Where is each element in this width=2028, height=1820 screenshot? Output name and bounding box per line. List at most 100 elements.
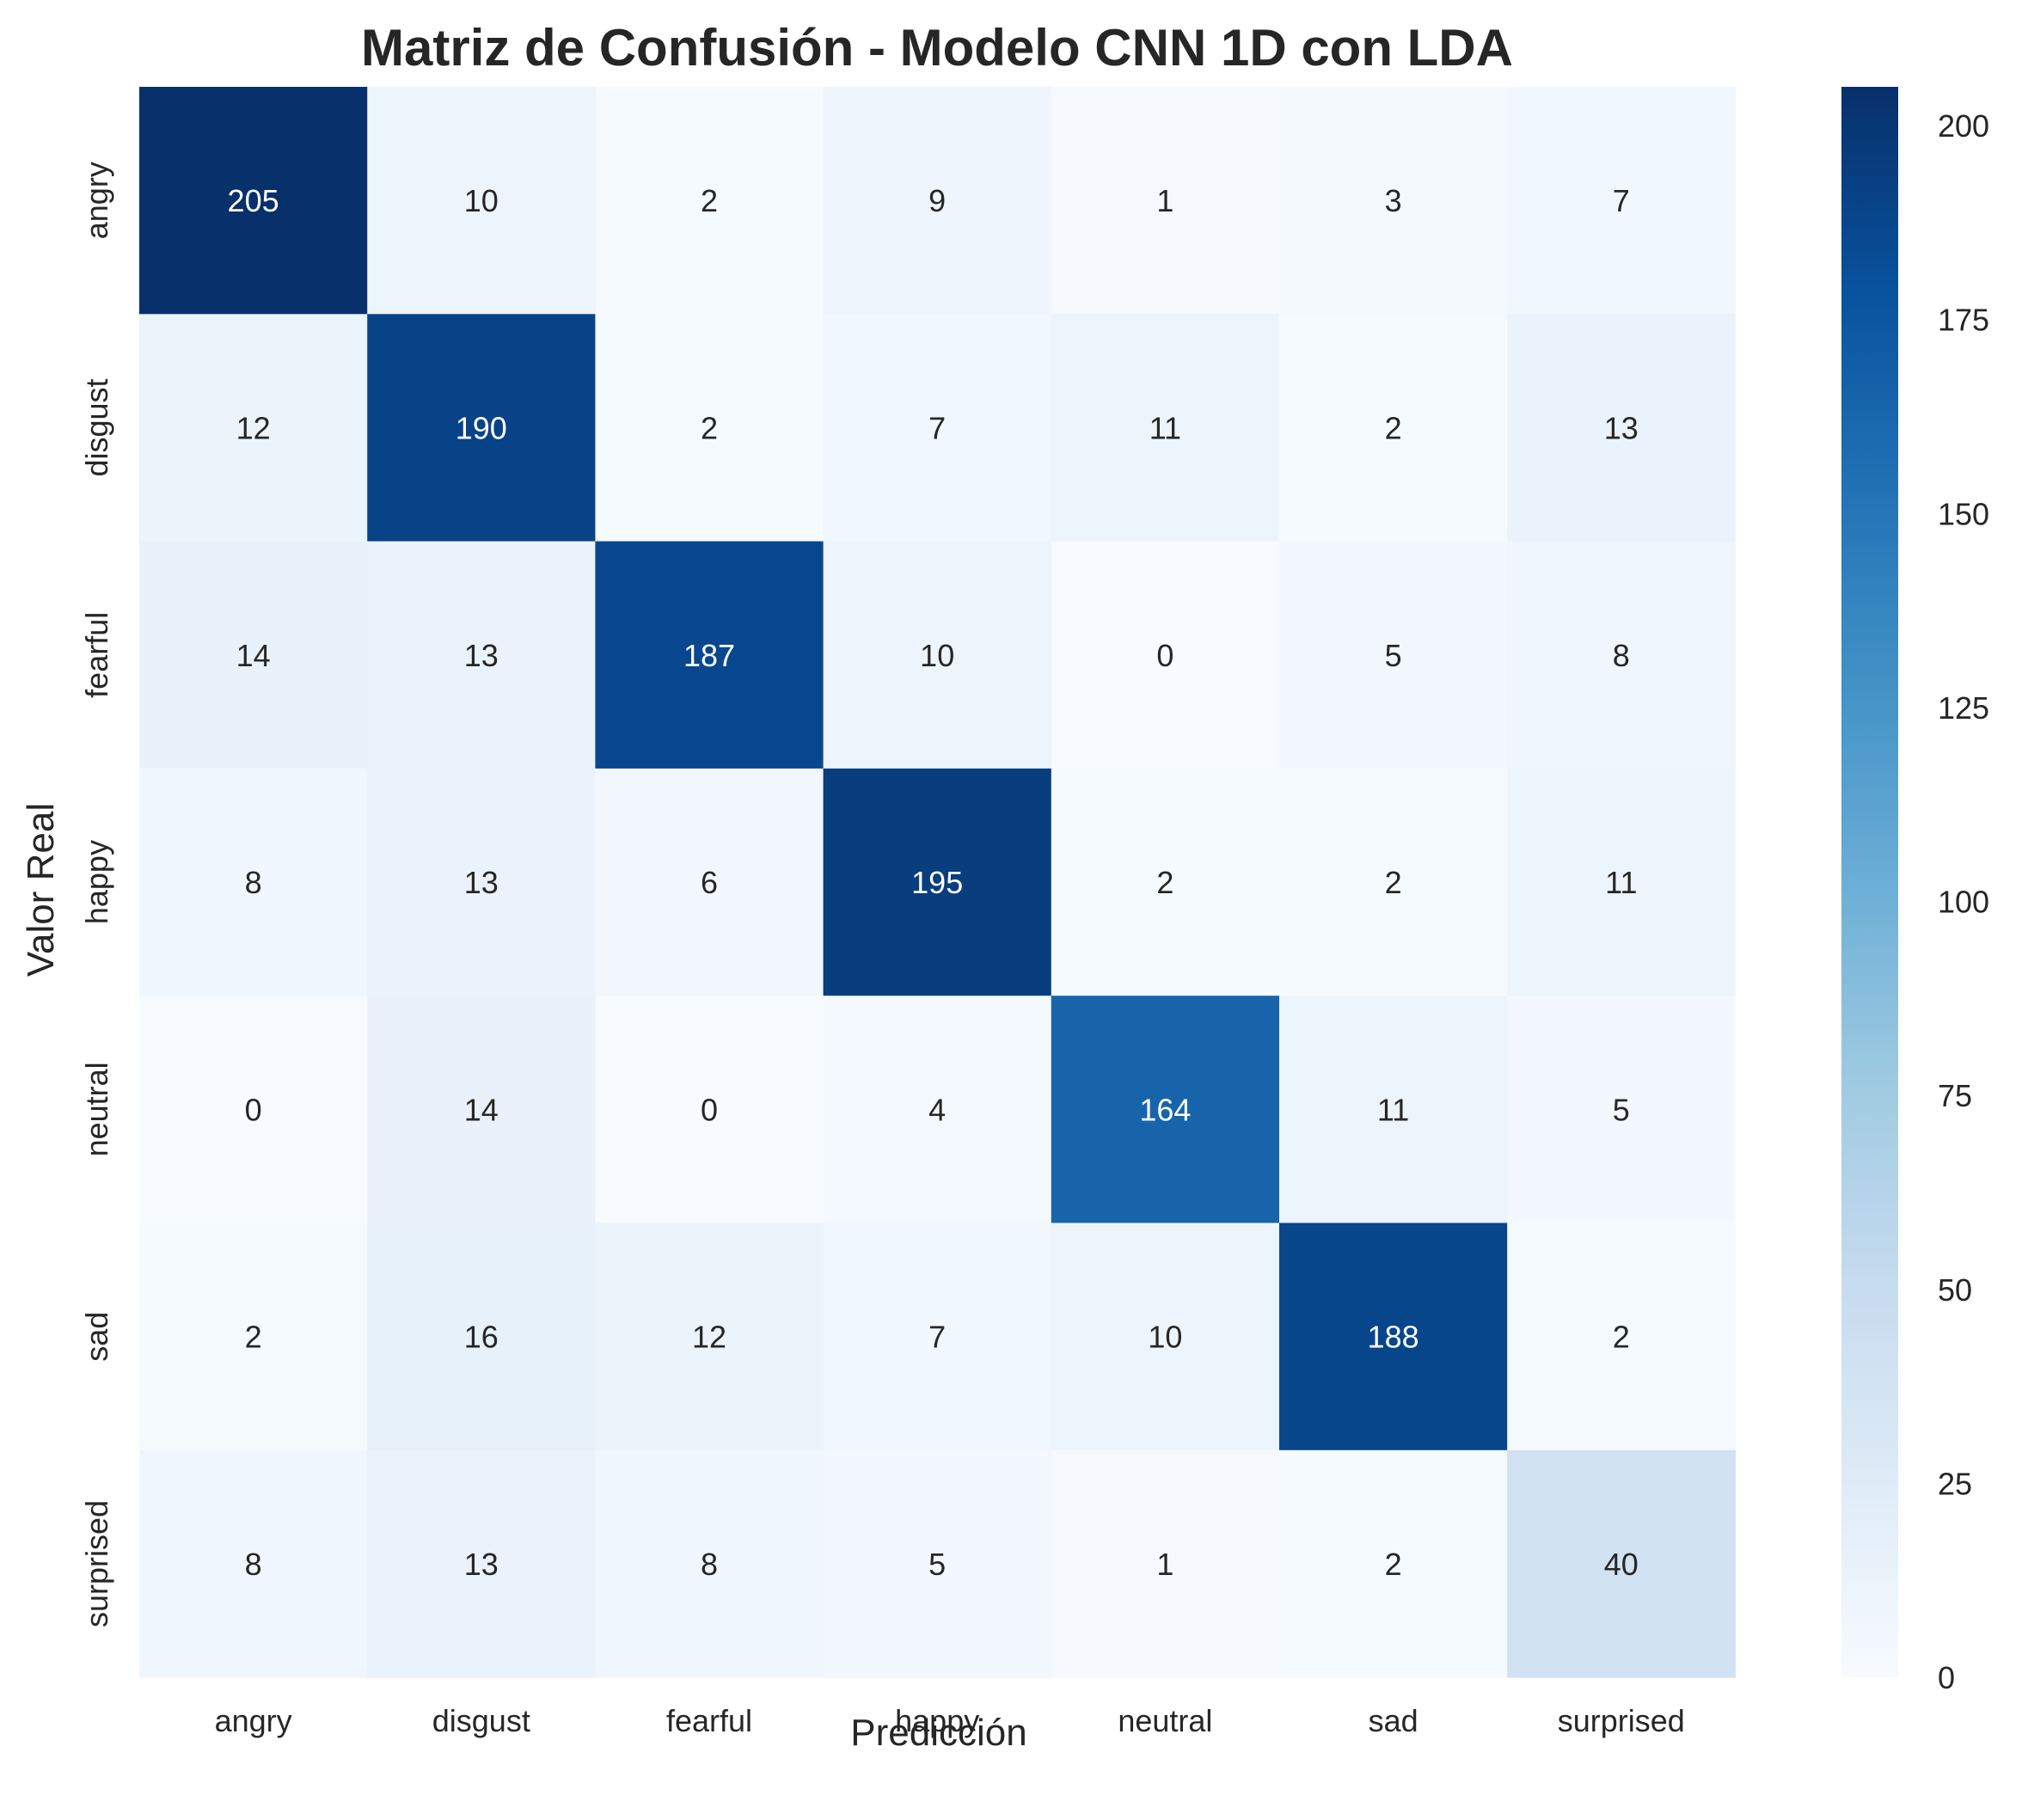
heatmap-cell-fearful-happy bbox=[823, 541, 1052, 769]
colorbar-tick-label: 125 bbox=[1938, 690, 1989, 726]
cell-value-label: 1 bbox=[1156, 183, 1173, 218]
heatmap-cell-surprised-sad bbox=[1279, 1449, 1508, 1678]
colorbar-tick-label: 25 bbox=[1938, 1466, 1972, 1501]
cell-value-label: 40 bbox=[1604, 1547, 1639, 1582]
heatmap-cell-fearful-neutral bbox=[1051, 541, 1280, 769]
heatmap-cell-neutral-disgust bbox=[367, 996, 596, 1224]
cell-value-label: 14 bbox=[236, 638, 271, 673]
y-tick-label-disgust: disgust bbox=[79, 378, 114, 476]
cell-value-label: 14 bbox=[464, 1092, 499, 1127]
heatmap-cell-neutral-sad bbox=[1279, 996, 1508, 1224]
y-axis-label: Valor Real bbox=[20, 803, 62, 977]
cell-value-label: 5 bbox=[1385, 638, 1402, 673]
cell-value-label: 10 bbox=[464, 183, 499, 218]
colorbar-tick-labels: 0 25 50 75 100 125 150 175 200 bbox=[1938, 108, 1989, 1695]
heatmap-cell-angry-angry bbox=[139, 87, 368, 315]
heatmap-cell-angry-neutral bbox=[1051, 87, 1280, 315]
cell-value-label: 11 bbox=[1605, 865, 1637, 900]
heatmap-cell-angry-fearful bbox=[595, 87, 824, 315]
cell-value-label: 3 bbox=[1385, 183, 1402, 218]
heatmap-cell-disgust-happy bbox=[823, 314, 1052, 542]
heatmap-cell-surprised-surprised bbox=[1507, 1449, 1736, 1678]
cell-value-label: 164 bbox=[1139, 1092, 1191, 1127]
y-axis-tick-labels: angry disgust fearful happy neutral sad surpri… bbox=[79, 162, 114, 1627]
heatmap-cell-sad-happy bbox=[823, 1223, 1052, 1451]
x-axis-tick-labels: angry disgust fearful happy neutral sad surpri… bbox=[215, 1703, 1685, 1738]
heatmap-cell-surprised-happy bbox=[823, 1449, 1052, 1678]
cell-value-label: 10 bbox=[1148, 1320, 1182, 1355]
cell-value-label: 2 bbox=[1613, 1320, 1630, 1355]
cell-value-label: 2 bbox=[701, 183, 718, 218]
cell-value-label: 0 bbox=[1156, 638, 1173, 673]
heatmap-cell-angry-happy bbox=[823, 87, 1052, 315]
y-tick-label-angry: angry bbox=[79, 162, 114, 239]
cell-value-label: 8 bbox=[1613, 638, 1630, 673]
x-tick-label-fearful: fearful bbox=[666, 1703, 752, 1738]
cell-value-label: 2 bbox=[1385, 865, 1402, 900]
cell-value-label: 187 bbox=[683, 638, 735, 673]
heatmap-cell-happy-angry bbox=[139, 768, 368, 996]
heatmap-cell-disgust-surprised bbox=[1507, 314, 1736, 542]
y-tick-label-surprised: surprised bbox=[79, 1500, 114, 1627]
cell-value-label: 195 bbox=[911, 865, 963, 900]
y-tick-label-neutral: neutral bbox=[79, 1062, 114, 1156]
y-tick-label-sad: sad bbox=[79, 1312, 114, 1362]
heatmap-cell-angry-disgust bbox=[367, 87, 596, 315]
heatmap-cell-happy-happy bbox=[823, 768, 1052, 996]
heatmap-cell-angry-surprised bbox=[1507, 87, 1736, 315]
heatmap-cell-neutral-surprised bbox=[1507, 996, 1736, 1224]
cell-value-label: 2 bbox=[245, 1320, 262, 1355]
cell-value-label: 1 bbox=[1156, 1547, 1173, 1582]
heatmap-cell-neutral-neutral bbox=[1051, 996, 1280, 1224]
cell-value-label: 7 bbox=[928, 411, 946, 446]
heatmap-cell-happy-sad bbox=[1279, 768, 1508, 996]
x-tick-label-angry: angry bbox=[215, 1703, 292, 1738]
cell-value-label: 4 bbox=[928, 1092, 946, 1127]
cell-value-label: 10 bbox=[920, 638, 954, 673]
heatmap-cells bbox=[139, 87, 1736, 1678]
heatmap-cell-fearful-surprised bbox=[1507, 541, 1736, 769]
cell-value-label: 2 bbox=[701, 411, 718, 446]
cell-value-label: 7 bbox=[1613, 183, 1630, 218]
cell-value-label: 2 bbox=[1385, 411, 1402, 446]
cell-value-label: 11 bbox=[1377, 1092, 1409, 1127]
cell-value-label: 12 bbox=[236, 411, 271, 446]
heatmap-cell-happy-surprised bbox=[1507, 768, 1736, 996]
y-tick-label-fearful: fearful bbox=[79, 612, 114, 698]
cell-value-label: 8 bbox=[245, 1547, 262, 1582]
heatmap-cell-surprised-disgust bbox=[367, 1449, 596, 1678]
cell-value-label: 5 bbox=[928, 1547, 946, 1582]
x-tick-label-surprised: surprised bbox=[1558, 1703, 1685, 1738]
cell-value-label: 11 bbox=[1149, 411, 1181, 446]
colorbar bbox=[1841, 87, 1898, 1677]
cell-value-label: 0 bbox=[245, 1092, 262, 1127]
y-tick-label-happy: happy bbox=[79, 840, 114, 924]
cell-value-label: 13 bbox=[1604, 411, 1639, 446]
cell-value-label: 188 bbox=[1368, 1320, 1419, 1355]
x-tick-label-happy: happy bbox=[895, 1703, 979, 1738]
cell-value-label: 8 bbox=[701, 1547, 718, 1582]
heatmap-cell-fearful-disgust bbox=[367, 541, 596, 769]
heatmap-cell-happy-neutral bbox=[1051, 768, 1280, 996]
heatmap-cell-disgust-angry bbox=[139, 314, 368, 542]
heatmap-cell-sad-sad bbox=[1279, 1223, 1508, 1451]
x-axis-label: Predicción bbox=[850, 1712, 1026, 1754]
cell-value-label: 190 bbox=[456, 411, 507, 446]
cell-value-label: 2 bbox=[1385, 1547, 1402, 1582]
cell-value-label: 9 bbox=[928, 183, 946, 218]
colorbar-tick-label: 0 bbox=[1938, 1660, 1955, 1695]
heatmap-cell-fearful-fearful bbox=[595, 541, 824, 769]
cell-value-label: 12 bbox=[692, 1320, 726, 1355]
cell-value-label: 7 bbox=[928, 1320, 946, 1355]
heatmap-cell-disgust-sad bbox=[1279, 314, 1508, 542]
heatmap-cell-angry-sad bbox=[1279, 87, 1508, 315]
cell-value-label: 205 bbox=[228, 183, 279, 218]
heatmap-cell-disgust-fearful bbox=[595, 314, 824, 542]
heatmap-cell-disgust-disgust bbox=[367, 314, 596, 542]
heatmap-cell-surprised-angry bbox=[139, 1449, 368, 1678]
cell-value-label: 13 bbox=[464, 865, 499, 900]
cell-value-label: 13 bbox=[464, 1547, 499, 1582]
heatmap-cell-sad-neutral bbox=[1051, 1223, 1280, 1451]
